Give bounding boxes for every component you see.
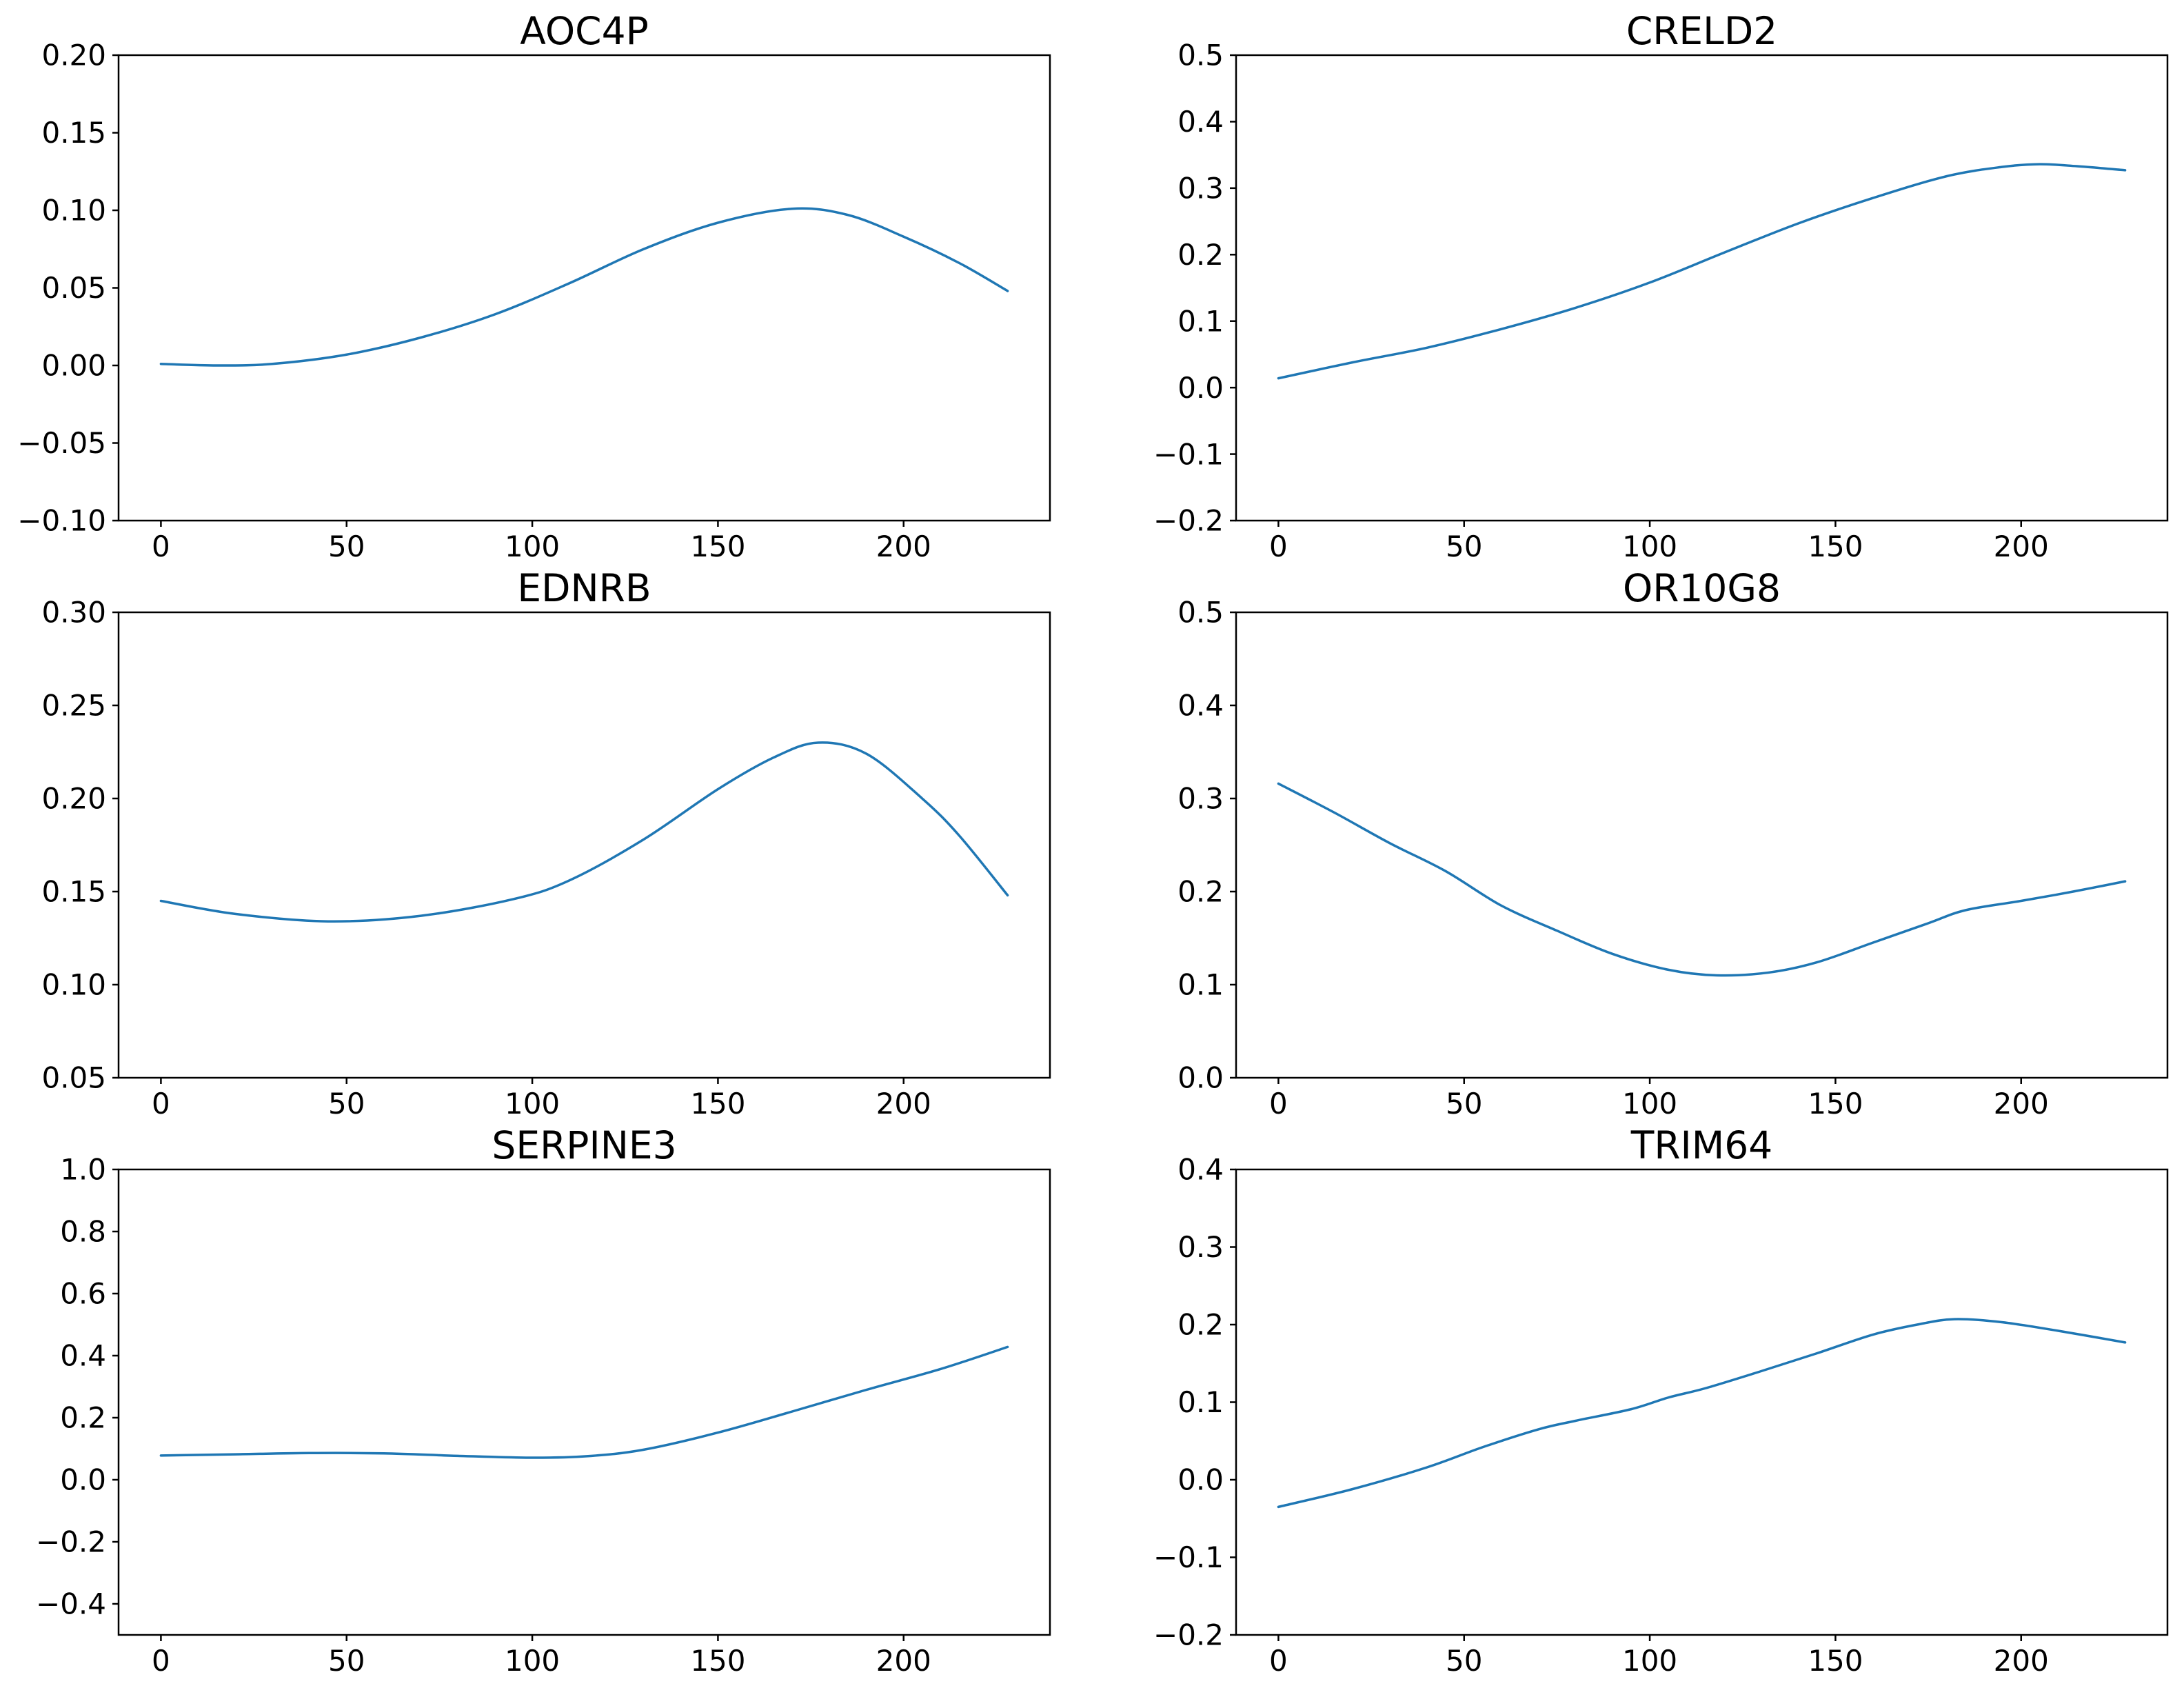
series-line: [1277, 163, 2127, 380]
y-tick-label: 0.8: [60, 1215, 106, 1249]
x-tick-label: 150: [1808, 1644, 1863, 1678]
axes-frame: [117, 1168, 1051, 1636]
series-line: [159, 741, 1009, 923]
y-tick-label: 0.3: [1177, 172, 1224, 205]
y-tick-label: 0.1: [1177, 968, 1224, 1002]
y-tick-label: −0.4: [36, 1587, 106, 1621]
x-tick-label: 200: [876, 1087, 931, 1121]
subplot-title: SERPINE3: [492, 1123, 676, 1167]
x-tick-label: 150: [690, 1644, 745, 1678]
y-tick-label: 0.5: [1177, 596, 1224, 630]
subplot-trim64: TRIM64 0 50 100 150 200 −0.2 −0.1 0.0 0.1 0.2 0.3 0.…: [1153, 1123, 2169, 1678]
subplot-aoc4p: AOC4P 0 50 100 150 200 −0.10 −0.05 0.00 0.05 0.10 0…: [17, 9, 1051, 563]
x-tick-label: 0: [152, 1087, 170, 1121]
x-tick-label: 50: [1446, 1644, 1482, 1678]
x-tick-label: 0: [152, 1644, 170, 1678]
y-tick-label: 0.2: [1177, 1308, 1224, 1342]
subplot-title: OR10G8: [1623, 566, 1781, 610]
y-tick-label: 0.4: [1177, 1153, 1224, 1187]
x-tick-label: 50: [1446, 530, 1482, 563]
x-tick-label: 200: [876, 530, 931, 563]
x-tick-label: 100: [505, 1644, 560, 1678]
y-tick-label: 0.3: [1177, 1230, 1224, 1264]
x-tick-label: 150: [1808, 530, 1863, 563]
x-tick-label: 150: [690, 530, 745, 563]
y-tick-label: 0.5: [1177, 39, 1224, 72]
x-tick-label: 0: [1269, 1644, 1288, 1678]
y-tick-label: 0.25: [41, 689, 106, 723]
x-tick-label: 0: [1269, 1087, 1288, 1121]
axes-frame: [1235, 54, 2169, 522]
y-tick-label: −0.2: [1153, 504, 1224, 538]
series-line: [159, 1345, 1009, 1459]
series-line: [1277, 782, 2127, 977]
x-tick-label: 100: [1622, 1644, 1677, 1678]
x-tick-label: 200: [1994, 1087, 2049, 1121]
y-tick-label: −0.2: [1153, 1618, 1224, 1652]
y-tick-label: 0.15: [41, 875, 106, 909]
subplot-or10g8: OR10G8 0 50 100 150 200 0.0 0.1 0.2 0.3 0.4 0.5: [1177, 566, 2169, 1121]
x-tick-label: 50: [1446, 1087, 1482, 1121]
y-tick-label: −0.05: [17, 426, 106, 460]
subplot-ednrb: EDNRB 0 50 100 150 200 0.05 0.10 0.15 0.20 0.25 0.3…: [41, 566, 1051, 1121]
subplot-serpine3: SERPINE3 0 50 100 150 200 −0.4 −0.2 0.0 0.2 0.4 0.6…: [36, 1123, 1051, 1678]
y-tick-label: 0.0: [1177, 1463, 1224, 1497]
y-tick-label: 0.05: [41, 1061, 106, 1095]
y-tick-label: 0.6: [60, 1277, 106, 1311]
y-tick-label: 0.2: [1177, 238, 1224, 272]
y-tick-label: 0.10: [41, 968, 106, 1002]
y-tick-label: 0.0: [60, 1463, 106, 1497]
x-tick-label: 200: [1994, 1644, 2049, 1678]
y-tick-label: 0.4: [1177, 689, 1224, 723]
axes-frame: [117, 611, 1051, 1079]
x-tick-label: 50: [328, 1087, 365, 1121]
y-tick-label: 0.2: [60, 1401, 106, 1435]
y-tick-label: 0.30: [41, 596, 106, 630]
y-tick-label: 1.0: [60, 1153, 106, 1187]
y-tick-label: 0.1: [1177, 304, 1224, 338]
y-tick-label: 0.4: [60, 1339, 106, 1373]
y-tick-label: 0.10: [41, 194, 106, 228]
y-tick-label: −0.1: [1153, 1540, 1224, 1574]
x-tick-label: 150: [1808, 1087, 1863, 1121]
y-tick-label: −0.2: [36, 1525, 106, 1559]
y-tick-label: −0.1: [1153, 437, 1224, 471]
y-tick-label: −0.10: [17, 504, 106, 538]
y-tick-label: 0.05: [41, 271, 106, 305]
x-tick-label: 50: [328, 530, 365, 563]
subplot-title: CRELD2: [1626, 9, 1777, 53]
x-tick-label: 200: [1994, 530, 2049, 563]
x-tick-label: 0: [152, 530, 170, 563]
y-tick-label: 0.0: [1177, 1061, 1224, 1095]
y-tick-label: 0.1: [1177, 1385, 1224, 1419]
y-tick-label: 0.20: [41, 782, 106, 816]
y-tick-label: 0.2: [1177, 875, 1224, 909]
x-tick-label: 0: [1269, 530, 1288, 563]
axes-frame: [1235, 1168, 2169, 1636]
y-tick-label: 0.20: [41, 39, 106, 72]
x-tick-label: 100: [1622, 1087, 1677, 1121]
subplot-title: AOC4P: [520, 9, 649, 53]
x-tick-label: 100: [1622, 530, 1677, 563]
x-tick-label: 100: [505, 530, 560, 563]
axes-frame: [1235, 611, 2169, 1079]
subplot-creld2: CRELD2 0 50 100 150 200 −0.2 −0.1 0.0 0.1 0.2 0.3 0.…: [1153, 9, 2169, 563]
x-tick-label: 100: [505, 1087, 560, 1121]
y-tick-label: 0.15: [41, 116, 106, 150]
axes-frame: [117, 54, 1051, 522]
y-tick-label: 0.00: [41, 349, 106, 383]
y-tick-label: 0.0: [1177, 371, 1224, 405]
x-tick-label: 150: [690, 1087, 745, 1121]
x-tick-label: 50: [328, 1644, 365, 1678]
series-line: [159, 207, 1009, 367]
y-tick-label: 0.4: [1177, 105, 1224, 139]
y-tick-label: 0.3: [1177, 782, 1224, 816]
series-line: [1277, 1318, 2127, 1509]
subplot-title: EDNRB: [517, 566, 651, 610]
subplot-title: TRIM64: [1630, 1123, 1772, 1167]
x-tick-label: 200: [876, 1644, 931, 1678]
